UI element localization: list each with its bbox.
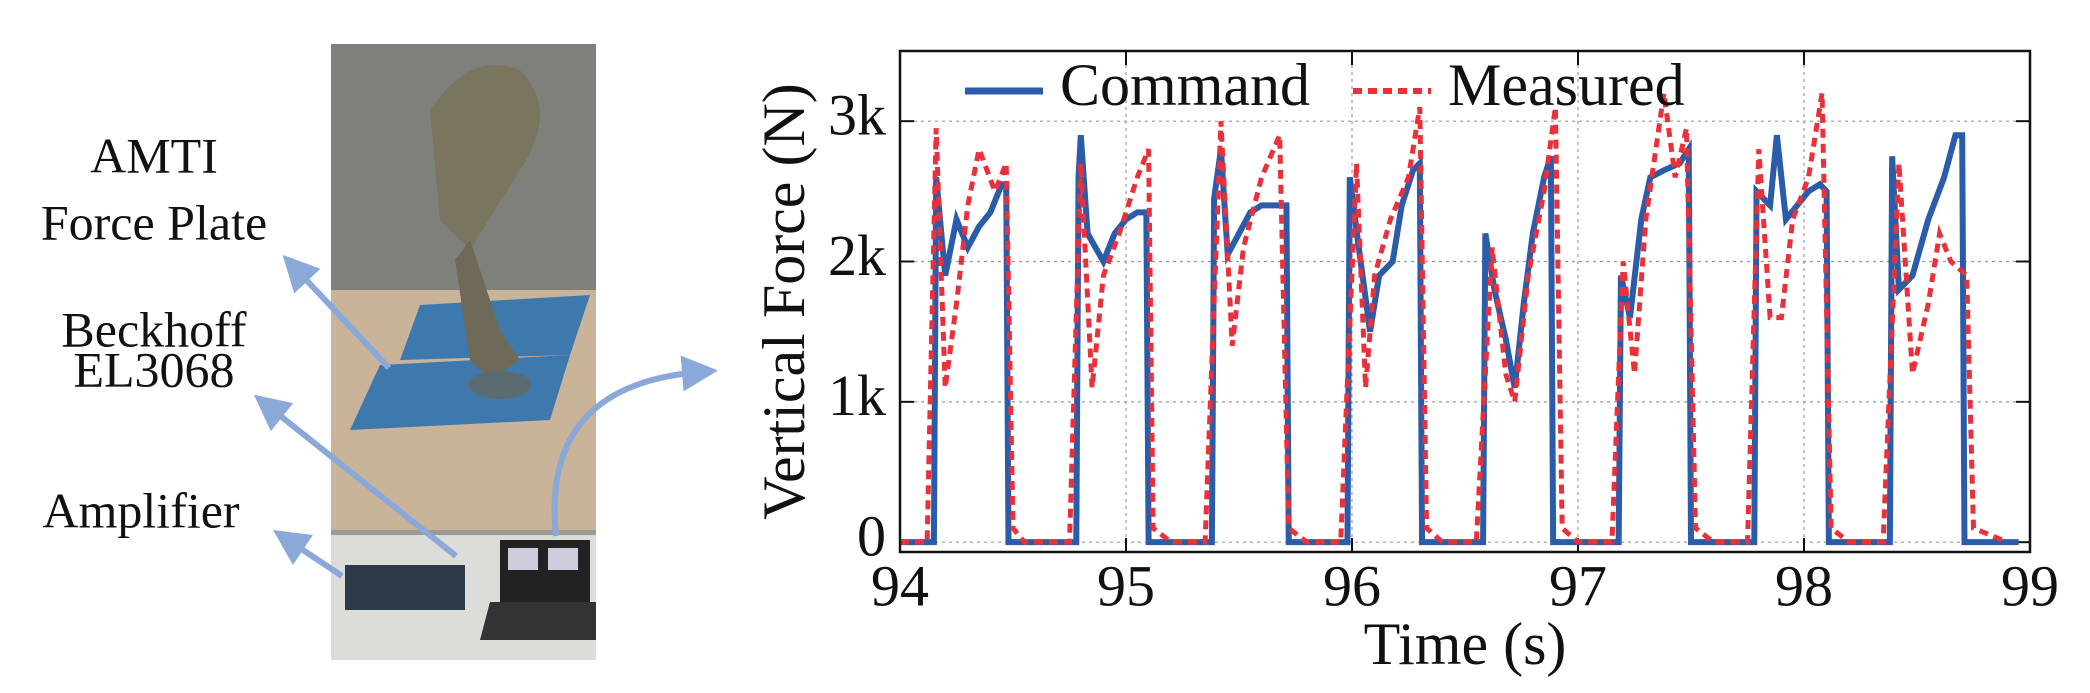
arrows xyxy=(253,254,718,579)
y-tick-label: 3k xyxy=(828,82,886,147)
legend-label: Command xyxy=(1060,52,1310,118)
label: Beckhoff xyxy=(61,301,246,357)
x-tick-label: 97 xyxy=(1549,553,1607,618)
x-axis-label: Time (s) xyxy=(1364,611,1567,677)
x-tick-label: 96 xyxy=(1323,553,1381,618)
y-tick-label: 0 xyxy=(857,503,886,568)
chart: 0 1k 2k 3k 94 95 96 97 98 99 Command Measured Time (… xyxy=(751,49,2059,677)
legend-label: Measured xyxy=(1448,52,1685,118)
photo xyxy=(331,44,596,660)
label: Amplifier xyxy=(42,482,240,538)
label: Force Plate xyxy=(41,194,267,250)
series-line xyxy=(900,92,2009,545)
x-tick-label: 95 xyxy=(1097,553,1155,618)
y-tick-label: 2k xyxy=(828,223,886,288)
label: AMTI xyxy=(90,127,218,183)
x-tick-label: 98 xyxy=(1775,553,1833,618)
y-axis-label: Vertical Force (N) xyxy=(751,83,817,519)
x-tick-label: 99 xyxy=(2001,553,2059,618)
y-tick-label: 1k xyxy=(828,363,886,428)
x-tick-label: 94 xyxy=(871,553,929,618)
label: EL3068 xyxy=(73,341,234,397)
series-line xyxy=(900,132,2019,546)
plot-frame xyxy=(898,49,2032,554)
